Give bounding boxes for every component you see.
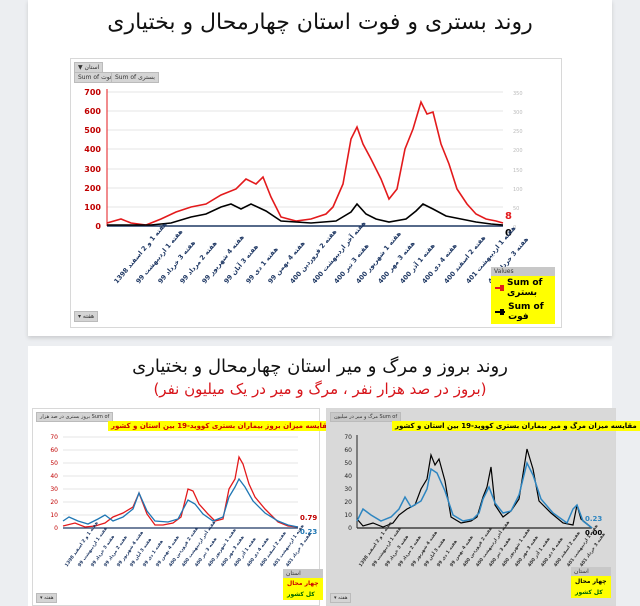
svg-text:هفته 2 مرداد 99: هفته 2 مرداد 99 (397, 535, 423, 569)
mortality-chart: مرگ و میر در میلیون Sum of مقایسه میزان … (326, 408, 640, 606)
incidence-card: روند بروز و مرگ و میر استان چهارمحال و ب… (28, 346, 640, 606)
svg-text:0.00: 0.00 (585, 529, 602, 537)
svg-text:350: 350 (513, 91, 523, 97)
week-axis-button[interactable]: ▾ هفته (36, 593, 58, 603)
hospitalization-chart: ▼ استان Sum of فوت Sum of بستری 700 600 50… (70, 58, 562, 328)
legend-item-province[interactable]: چهار محال (575, 578, 607, 585)
svg-text:0: 0 (348, 525, 352, 532)
svg-text:60: 60 (50, 447, 58, 454)
svg-text:250: 250 (513, 129, 523, 135)
svg-text:30: 30 (50, 486, 58, 493)
legend: Values Sum of بستری Sum of فوت (491, 267, 555, 324)
svg-text:50: 50 (50, 460, 58, 467)
svg-text:200: 200 (84, 184, 101, 193)
svg-text:0: 0 (513, 225, 516, 231)
end-label-red: 8 (505, 211, 512, 222)
svg-text:70: 70 (344, 434, 352, 441)
svg-text:400: 400 (84, 145, 101, 154)
field-pill[interactable]: مرگ و میر در میلیون Sum of (330, 412, 402, 422)
week-axis-button[interactable]: ▾ هفته (74, 311, 99, 322)
svg-text:0.79: 0.79 (300, 514, 317, 522)
svg-text:50: 50 (513, 206, 519, 212)
svg-text:100: 100 (84, 203, 101, 212)
svg-text:هفته 3 خرداد 99: هفته 3 خرداد 99 (90, 534, 116, 568)
section-subtitle: (بروز در صد هزار نفر ، مرگ و میر در یک م… (153, 380, 487, 398)
svg-text:0.23: 0.23 (585, 515, 602, 523)
svg-text:60: 60 (344, 447, 352, 454)
section-title: روند بروز و مرگ و میر استان چهارمحال و ب… (132, 356, 508, 377)
svg-text:50: 50 (344, 460, 352, 467)
svg-text:هفته 2 مرداد 99: هفته 2 مرداد 99 (103, 535, 129, 569)
hospitalization-card: روند بستری و فوت استان چهارمحال و بختیار… (28, 0, 612, 336)
chart-title: مقایسه میزان مرگ و میر بیماران بستری کوو… (392, 421, 640, 431)
svg-text:200: 200 (513, 148, 523, 154)
svg-text:0: 0 (95, 222, 101, 231)
chart-title: مقایسه میزان بروز بیماران بستری کووید-19… (108, 421, 335, 431)
legend-item-hospital[interactable]: Sum of بستری (491, 276, 555, 300)
legend: استان چهار محال کل کشور (283, 569, 323, 600)
svg-text:40: 40 (344, 473, 352, 480)
svg-text:0.23: 0.23 (300, 528, 317, 536)
legend-item-country[interactable]: کل کشور (575, 589, 603, 596)
svg-text:0: 0 (54, 525, 58, 532)
week-axis-button[interactable]: ▾ هفته (330, 593, 352, 603)
legend-item-deaths[interactable]: Sum of فوت (491, 300, 555, 324)
svg-text:40: 40 (50, 473, 58, 480)
svg-text:150: 150 (513, 168, 523, 174)
legend-item-country[interactable]: کل کشور (287, 591, 315, 598)
legend-item-province[interactable]: چهار محال (287, 580, 319, 587)
svg-text:100: 100 (513, 187, 523, 193)
svg-text:هفته 3 مهر 400: هفته 3 مهر 400 (514, 535, 540, 569)
svg-text:10: 10 (344, 512, 352, 519)
svg-text:700: 700 (84, 88, 101, 97)
svg-text:20: 20 (50, 499, 58, 506)
svg-text:هفته 3 مهر 400: هفته 3 مهر 400 (220, 535, 246, 569)
svg-text:هفته 4 بهمن 99: هفته 4 بهمن 99 (155, 535, 181, 569)
svg-text:300: 300 (84, 165, 101, 174)
incidence-chart: بروز بستری در صد هزار Sum of مقایسه میزا… (32, 408, 335, 606)
svg-text:300: 300 (513, 110, 523, 116)
end-label-black: 0 (505, 228, 512, 239)
legend: استان چهار محال کل کشور (571, 567, 611, 598)
svg-text:20: 20 (344, 499, 352, 506)
svg-text:10: 10 (50, 512, 58, 519)
svg-text:70: 70 (50, 434, 58, 441)
svg-text:هفته 4 بهمن 99: هفته 4 بهمن 99 (449, 535, 475, 569)
field-pill-hospital[interactable]: Sum of بستری (111, 72, 159, 83)
svg-text:600: 600 (84, 107, 101, 116)
svg-text:30: 30 (344, 486, 352, 493)
field-pill[interactable]: بروز بستری در صد هزار Sum of (36, 412, 114, 422)
svg-text:هفته 3 خرداد 99: هفته 3 خرداد 99 (384, 534, 410, 568)
svg-text:500: 500 (84, 126, 101, 135)
page-title: روند بستری و فوت استان چهارمحال و بختیار… (107, 10, 533, 35)
